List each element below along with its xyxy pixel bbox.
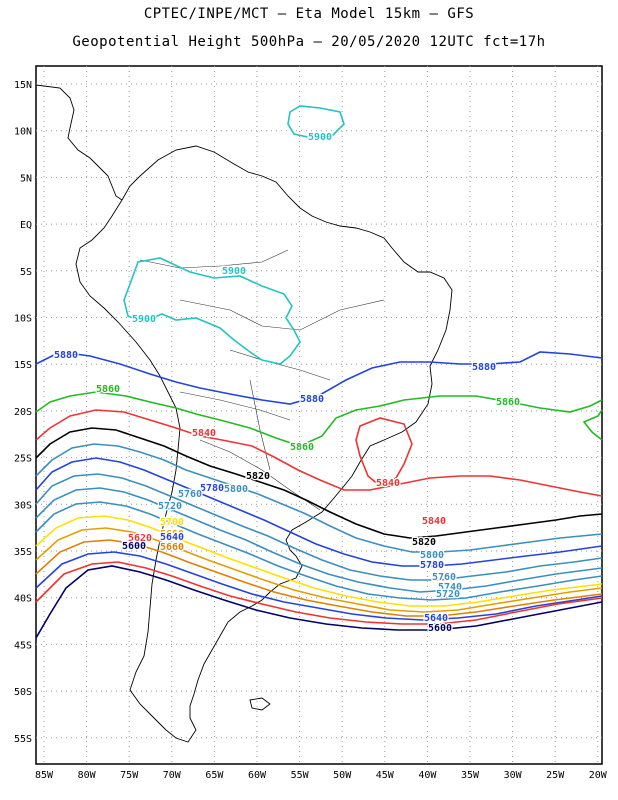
contour-label-5840: 5840 [192,428,216,439]
contour-label-5880: 5880 [54,350,78,361]
contour-label-5820: 5820 [246,471,270,482]
contour-label-5860: 5860 [290,442,314,453]
contour-label-5760: 5760 [178,489,202,500]
contour-label-5660: 5660 [160,542,184,553]
longitude-labels: 85W 80W 75W 70W 65W 60W 55W 50W 45W 40W 35W 30W 25W 2… [35,770,608,781]
falklands [249,697,271,711]
graticule [36,66,602,764]
lat-tick-label: 10S [14,314,32,325]
lat-tick-label: 40S [14,594,32,605]
pacific-coast [75,199,181,731]
contour-5600 [35,565,603,639]
lat-tick-label: 5N [20,173,32,184]
lon-tick-label: 20W [589,770,608,781]
central-america-coast [35,84,123,201]
lon-tick-label: 45W [376,770,395,781]
contour-label-5800: 5800 [224,484,248,495]
contour-label-5780: 5780 [200,483,224,494]
contour-label-5880: 5880 [472,362,496,373]
coastlines [35,84,453,743]
height-contours [35,105,603,639]
contour-5900-amazon [123,257,301,365]
contour-label-5760: 5760 [432,572,456,583]
contour-label-5880: 5880 [300,394,324,405]
contour-label-5640: 5640 [160,532,184,543]
contour-label-5740: 5740 [438,582,462,593]
contour-5840 [35,409,603,497]
lat-tick-label: 15S [14,360,32,371]
lat-tick-label: 25S [14,454,32,465]
contour-label-5680: 5680 [160,529,184,540]
lon-tick-label: 75W [120,770,139,781]
contour-5800 [35,443,603,553]
lat-tick-label: 45S [14,640,32,651]
map-title: CPTEC/INPE/MCT – Eta Model 15km – GFS [143,6,475,22]
contour-5860 [35,391,603,447]
lon-tick-label: 50W [333,770,352,781]
contour-label-5720: 5720 [436,589,460,600]
contour-label-5720: 5720 [158,501,182,512]
lon-tick-label: 40W [418,770,437,781]
contour-label-5860: 5860 [96,384,120,395]
contour-5760 [35,473,603,581]
lon-tick-label: 85W [35,770,54,781]
contour-labels: 5900 5900 5900 5880 5880 5880 5860 5860 5860 5840… [53,131,522,636]
lat-tick-label: 10N [14,127,32,138]
contour-label-5800: 5800 [420,550,444,561]
contour-label-5600: 5600 [122,541,146,552]
lon-tick-label: 70W [163,770,182,781]
lon-tick-label: 55W [291,770,310,781]
contour-5720 [35,501,603,601]
lon-tick-label: 60W [248,770,267,781]
contour-5680 [35,527,603,613]
lat-tick-label: 50S [14,687,32,698]
lon-tick-label: 25W [546,770,565,781]
contour-5660 [35,539,603,617]
latitude-labels: 15N 10N 5N EQ 5S 10S 15S 20S 25S 30S 35S 40S 45S 50S 5… [14,80,32,745]
caribbean-coast [121,145,453,743]
contour-5820 [35,427,603,539]
contour-label-5620: 5620 [128,533,152,544]
contour-label-5900: 5900 [132,314,156,325]
contour-5740 [35,487,603,593]
lat-tick-label: 35S [14,547,32,558]
contour-5620 [35,561,603,625]
contour-5700 [35,515,603,607]
lat-tick-label: 55S [14,734,32,745]
contour-label-5900: 5900 [308,132,332,143]
contour-5880 [35,351,603,405]
contour-label-5840: 5840 [422,516,446,527]
contour-5780 [35,457,603,567]
lat-tick-label: EQ [20,220,32,231]
lat-tick-label: 30S [14,500,32,511]
contour-label-5860: 5860 [496,397,520,408]
lon-tick-label: 30W [504,770,523,781]
lon-tick-label: 35W [461,770,480,781]
lat-tick-label: 20S [14,407,32,418]
contour-label-5640: 5640 [424,613,448,624]
contour-5640 [35,551,603,621]
map-subtitle: Geopotential Height 500hPa – 20/05/2020 … [72,34,546,50]
contour-label-5700: 5700 [160,517,184,528]
lon-tick-label: 65W [205,770,224,781]
contour-5900-north [287,105,345,139]
contour-label-5780: 5780 [420,560,444,571]
contour-label-5600: 5600 [428,623,452,634]
lon-tick-label: 80W [78,770,97,781]
lat-tick-label: 5S [20,267,32,278]
contour-label-5900: 5900 [222,266,246,277]
country-borders [139,249,385,511]
contour-label-5840: 5840 [376,478,400,489]
map-frame [35,65,603,765]
lat-tick-label: 15N [14,80,32,91]
contour-label-5820: 5820 [412,537,436,548]
